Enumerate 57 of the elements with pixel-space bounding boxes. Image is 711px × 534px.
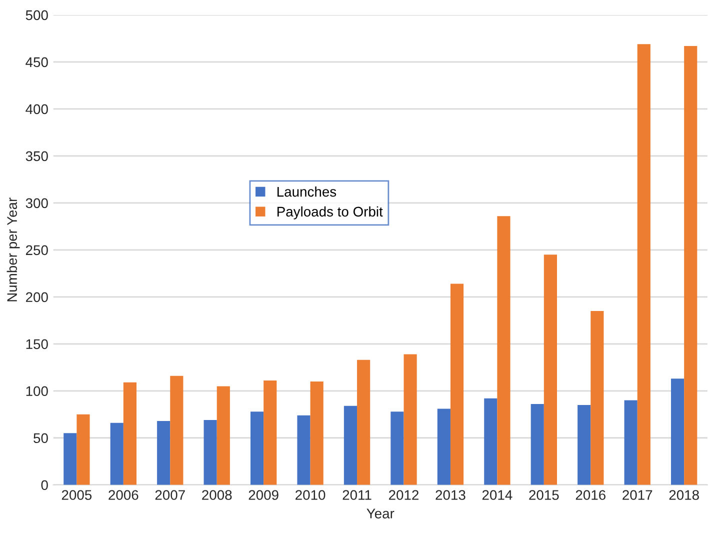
y-tick-label: 300: [26, 198, 48, 208]
x-tick-label: 2017: [622, 490, 652, 500]
bar: [357, 360, 370, 485]
bar: [297, 415, 310, 485]
x-tick-label: 2016: [576, 490, 606, 500]
bar: [204, 420, 217, 485]
y-tick-label: 0: [41, 480, 48, 490]
y-tick-label: 250: [26, 245, 48, 256]
legend-label: Payloads to Orbit: [277, 206, 383, 220]
bar: [123, 382, 136, 485]
bar: [264, 380, 277, 485]
x-tick-label: 2005: [62, 490, 92, 500]
x-tick-label: 2007: [155, 490, 185, 500]
bar: [404, 354, 417, 485]
x-tick-label: 2015: [529, 490, 559, 500]
y-tick-label: 200: [26, 292, 48, 302]
bar: [110, 422, 124, 485]
bar: [344, 406, 358, 485]
bar: [437, 408, 450, 485]
bar: [76, 414, 90, 485]
x-tick-label: 2012: [389, 490, 418, 500]
bar: [250, 412, 264, 485]
y-tick-label: 500: [26, 10, 48, 20]
bar: [684, 46, 698, 485]
bar: [671, 378, 684, 485]
bar: [544, 254, 557, 485]
bar: [390, 412, 404, 485]
y-tick-label: 150: [26, 339, 48, 350]
y-tick-label: 450: [26, 57, 48, 68]
bar: [497, 216, 510, 485]
bar: [484, 398, 498, 485]
bar: [216, 386, 230, 485]
bar: [310, 381, 324, 485]
x-axis-title: Year: [366, 508, 394, 518]
x-tick-label: 2008: [202, 490, 232, 500]
bar: [590, 311, 604, 485]
x-tick-label: 2009: [248, 490, 278, 500]
x-tick-label: 2018: [669, 490, 699, 500]
bar: [624, 400, 638, 485]
bar: [578, 404, 591, 485]
bar: [157, 420, 170, 485]
y-tick-label: 100: [26, 386, 48, 396]
x-tick-label: 2011: [342, 490, 372, 500]
y-tick-label: 350: [26, 151, 48, 162]
x-tick-label: 2013: [436, 490, 466, 500]
y-axis-title: Number per Year: [6, 198, 20, 302]
x-tick-label: 2010: [296, 490, 326, 500]
bar: [170, 376, 184, 485]
bar: [637, 44, 650, 485]
bar: [530, 404, 544, 485]
bar: [64, 433, 77, 485]
y-tick-label: 50: [34, 433, 48, 444]
x-tick-label: 2006: [108, 490, 138, 500]
x-tick-label: 2014: [482, 490, 512, 500]
y-tick-label: 400: [26, 104, 48, 114]
bar: [450, 284, 464, 485]
legend-label: Launches: [277, 186, 336, 197]
